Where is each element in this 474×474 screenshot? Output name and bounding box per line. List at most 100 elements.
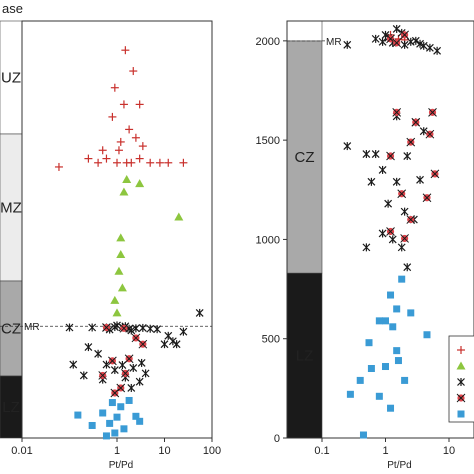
triangle-marker	[174, 212, 184, 221]
x-tick-label: 100	[203, 445, 221, 457]
left-chart: UZ MZ CZ LZ MR 0.01 1 10 100 Pt/Pd	[0, 20, 221, 471]
square-marker	[382, 317, 389, 325]
cross-marker	[195, 308, 204, 317]
square-marker	[106, 419, 114, 427]
plus-marker	[54, 162, 63, 171]
zone-label-lz: LZ	[2, 399, 20, 416]
zone-cz	[286, 40, 323, 274]
zone-label-cz: CZ	[1, 321, 21, 338]
mr-label: MR	[326, 37, 342, 48]
cross-marker	[400, 40, 409, 49]
square-marker	[367, 365, 375, 372]
starred-marker	[428, 107, 437, 117]
triangle-marker	[122, 174, 132, 183]
plus-marker	[164, 158, 173, 167]
cross-marker	[153, 325, 162, 334]
legend	[448, 335, 474, 423]
triangle-marker	[116, 250, 126, 259]
zone-label-lz: LZ	[296, 348, 314, 365]
series-square	[74, 396, 144, 440]
square-marker	[356, 376, 364, 384]
triangle-marker	[135, 179, 145, 188]
cross-marker	[65, 323, 74, 332]
starred-marker	[119, 323, 129, 333]
square-marker	[401, 376, 409, 384]
plus-marker	[138, 142, 147, 151]
cross-marker	[118, 361, 127, 370]
starred-marker	[98, 371, 108, 380]
x-tick-label: 1	[382, 445, 388, 457]
square-marker	[375, 392, 383, 400]
triangle-marker	[114, 266, 124, 275]
starred-marker	[430, 169, 440, 179]
square-marker	[99, 409, 107, 417]
plus-marker	[129, 67, 138, 76]
cross-marker	[84, 343, 93, 352]
starred-marker	[400, 30, 409, 40]
plus-marker	[135, 154, 144, 163]
plus-marker	[110, 83, 119, 92]
x-axis-title: Pt/Pd	[109, 460, 133, 471]
cross-marker	[137, 358, 146, 367]
starred-marker	[406, 215, 416, 224]
mr-label: MR	[24, 322, 40, 333]
x-tick-label: 10	[443, 445, 455, 457]
series-cross	[65, 308, 204, 392]
cross-marker	[378, 165, 387, 174]
cross-marker	[138, 323, 147, 332]
zone-label-uz: UZ	[1, 70, 21, 87]
plus-marker	[98, 146, 107, 155]
cross-marker	[411, 36, 420, 45]
cross-marker	[146, 324, 155, 333]
square-marker	[423, 331, 431, 339]
square-marker	[389, 323, 397, 331]
square-marker	[359, 431, 367, 439]
x-axis-title: Pt/Pd	[387, 460, 411, 471]
cross-marker	[160, 340, 169, 349]
cross-marker	[397, 243, 406, 252]
square-marker	[120, 425, 128, 433]
x-tick-label: 0.01	[11, 445, 32, 457]
cross-marker	[419, 41, 428, 50]
cross-marker	[131, 324, 140, 333]
plus-marker	[108, 112, 117, 121]
starred-marker	[116, 383, 126, 393]
y-tick-label: 0	[274, 433, 280, 445]
cross-marker	[110, 366, 119, 375]
series-plus	[54, 46, 188, 171]
cross-marker	[127, 383, 136, 392]
cross-marker	[416, 175, 424, 184]
series-starred	[386, 30, 440, 243]
cross-marker	[141, 369, 150, 378]
cross-marker	[129, 363, 138, 372]
plus-marker	[457, 346, 465, 354]
series-square	[346, 275, 431, 439]
cross-marker	[400, 207, 409, 216]
zone-label-cz: CZ	[295, 149, 315, 166]
starred-marker	[108, 356, 117, 366]
cross-marker	[392, 24, 401, 33]
square-marker	[387, 404, 395, 412]
square-marker	[375, 317, 383, 325]
starred-marker	[400, 234, 409, 243]
square-marker	[382, 363, 389, 371]
plus-marker	[119, 100, 128, 109]
plus-marker	[116, 137, 125, 146]
zone-label-mz: MZ	[0, 200, 22, 217]
cross-marker	[79, 371, 88, 380]
cross-marker	[371, 150, 380, 159]
starred-marker	[386, 34, 395, 44]
cross-marker	[343, 40, 352, 49]
square-marker	[111, 429, 119, 437]
y-tick-label: 1500	[256, 135, 280, 147]
square-marker	[346, 390, 354, 398]
x-tick-label: 1	[114, 445, 120, 457]
starred-marker	[121, 369, 130, 378]
square-marker	[398, 275, 406, 283]
cross-marker	[343, 142, 352, 151]
cross-marker	[416, 39, 424, 48]
cross-marker	[367, 177, 376, 186]
starred-marker	[422, 193, 432, 203]
y-tick-label: 2000	[256, 36, 280, 48]
starred-marker	[102, 323, 111, 332]
